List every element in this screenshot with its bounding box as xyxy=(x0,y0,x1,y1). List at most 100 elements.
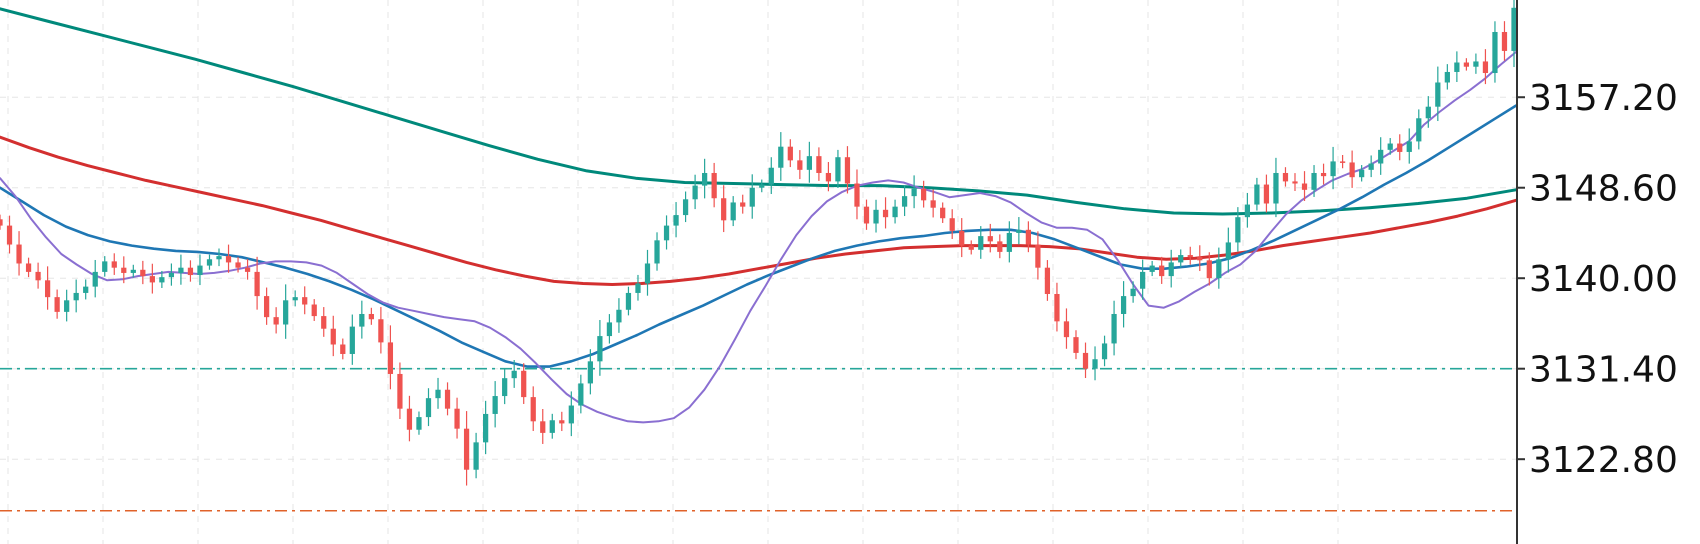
candle-body xyxy=(1501,31,1508,51)
candle xyxy=(1292,173,1298,191)
candle-body xyxy=(1320,172,1327,177)
candle-body xyxy=(235,262,241,268)
candle-body xyxy=(1244,204,1251,218)
candle xyxy=(1063,308,1070,349)
candle xyxy=(540,409,546,444)
candle-body xyxy=(1444,71,1450,83)
candle-body xyxy=(749,187,755,207)
candle xyxy=(1168,249,1174,288)
candle xyxy=(302,286,308,315)
candle-body xyxy=(73,292,79,301)
candle-body xyxy=(921,188,927,201)
candle xyxy=(854,169,860,220)
candle-body xyxy=(1339,161,1346,163)
candle-body xyxy=(959,230,965,246)
candle-body xyxy=(1101,343,1108,360)
candle-body xyxy=(1492,31,1498,74)
y-tick-label: 3140.00 xyxy=(1529,259,1678,300)
y-tick-label: 3157.20 xyxy=(1529,78,1678,119)
candle xyxy=(416,411,422,435)
candle xyxy=(778,132,784,181)
candle xyxy=(892,199,898,224)
y-tick-label: 3148.60 xyxy=(1529,169,1678,210)
candle xyxy=(368,307,374,325)
candle-body xyxy=(1282,172,1289,182)
candle xyxy=(511,359,517,388)
candle-body xyxy=(168,272,175,278)
candle-body xyxy=(387,342,394,374)
candle xyxy=(35,262,41,289)
candle xyxy=(340,338,346,360)
candle-body xyxy=(1406,141,1412,152)
candle xyxy=(549,413,555,439)
candle xyxy=(921,180,927,208)
candle xyxy=(311,299,317,321)
candle xyxy=(25,257,32,278)
candle xyxy=(959,218,965,258)
candle-body xyxy=(1273,172,1279,204)
candle xyxy=(692,174,698,210)
candle-body xyxy=(292,297,298,301)
candle-body xyxy=(644,263,651,284)
candle xyxy=(806,141,812,183)
candle-body xyxy=(359,313,365,327)
candle-body xyxy=(463,428,470,470)
candle xyxy=(321,307,327,337)
candle-body xyxy=(1073,337,1079,353)
candle-body xyxy=(102,261,108,272)
candle-body xyxy=(1044,267,1051,294)
candle xyxy=(835,149,841,188)
candle-body xyxy=(16,244,22,264)
price-axis[interactable]: 3157.20 3148.60 3140.00 3131.40 3122.80 xyxy=(1517,78,1678,481)
candle-body xyxy=(1311,172,1317,190)
candle xyxy=(882,197,889,229)
candle xyxy=(1101,335,1108,367)
candle-body xyxy=(1082,352,1089,369)
candle xyxy=(863,199,870,230)
candle xyxy=(1120,281,1127,328)
candle-body xyxy=(1397,143,1403,152)
candle xyxy=(1349,150,1355,188)
candle xyxy=(168,263,175,286)
candle-body xyxy=(244,267,251,272)
candle-body xyxy=(1006,232,1012,252)
candle xyxy=(702,158,708,199)
candle-body xyxy=(311,304,317,317)
candle xyxy=(635,274,641,301)
candle-body xyxy=(806,156,812,170)
candle-body xyxy=(1120,296,1127,314)
candle-body xyxy=(949,218,955,231)
candle xyxy=(568,391,574,437)
candle xyxy=(787,139,793,168)
candle xyxy=(1178,249,1184,268)
candle xyxy=(1378,137,1384,175)
candle xyxy=(1025,221,1031,253)
candle xyxy=(130,264,136,278)
candle-body xyxy=(1149,265,1155,272)
candle-body xyxy=(1168,262,1174,277)
candle xyxy=(682,191,689,223)
candle xyxy=(816,147,822,181)
candle xyxy=(1511,0,1517,68)
candle xyxy=(44,266,51,310)
candle-body xyxy=(1387,143,1393,150)
candle xyxy=(521,363,527,404)
candle xyxy=(492,381,498,428)
candle xyxy=(73,279,79,313)
candle-body xyxy=(987,236,993,242)
candle xyxy=(1216,247,1222,289)
candle xyxy=(740,194,746,214)
candle xyxy=(444,382,451,416)
candle xyxy=(359,300,365,339)
candle-body xyxy=(559,420,565,424)
candle xyxy=(244,259,251,280)
candle xyxy=(825,162,832,192)
candle xyxy=(1454,51,1460,82)
candle xyxy=(1006,221,1012,263)
candle xyxy=(435,377,441,409)
candle xyxy=(1206,252,1212,286)
candle-body xyxy=(587,361,593,384)
candle-body xyxy=(549,420,555,433)
